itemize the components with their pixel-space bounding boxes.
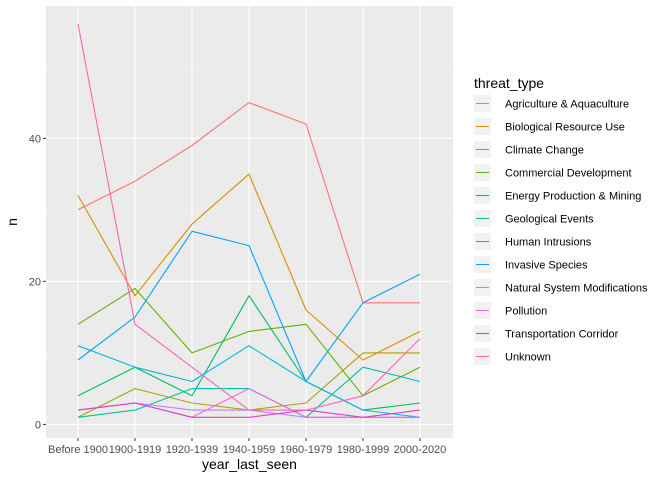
legend-label: Commercial Development: [505, 168, 632, 180]
legend-item: Energy Production & Mining: [474, 187, 641, 204]
legend-label: Biological Resource Use: [505, 122, 625, 134]
x-tick-label: 1960-1979: [280, 444, 333, 456]
legend-label: Geological Events: [505, 214, 594, 226]
legend-item: Geological Events: [474, 210, 594, 227]
x-axis: Before 1900 1900-1919 1920-1939 1940-1959 19…: [48, 438, 446, 456]
y-axis-title: n: [4, 218, 20, 226]
legend-item: Pollution: [474, 302, 547, 319]
x-tick-label: 1940-1959: [223, 444, 276, 456]
x-tick-label: Before 1900: [48, 444, 108, 456]
series-line: [77, 402, 421, 418]
legend-item: Transportation Corridor: [474, 325, 619, 342]
series-lines: [77, 23, 421, 418]
legend-item: Agriculture & Aquaculture: [474, 95, 629, 112]
x-tick-label: 1900-1919: [109, 444, 162, 456]
legend-label: Pollution: [505, 306, 547, 318]
y-tick-label: 40: [29, 133, 41, 145]
x-tick-label: 1920-1939: [166, 444, 219, 456]
legend-label: Energy Production & Mining: [505, 191, 641, 203]
legend-title: threat_type: [474, 75, 544, 91]
legend-label: Invasive Species: [505, 260, 588, 272]
x-tick-label: 2000-2020: [394, 444, 447, 456]
y-tick-label: 20: [29, 276, 41, 288]
legend-label: Climate Change: [505, 145, 584, 157]
legend-label: Transportation Corridor: [505, 329, 619, 341]
legend-item: Invasive Species: [474, 256, 588, 273]
legend-item: Biological Resource Use: [474, 118, 625, 135]
x-tick-label: 1980-1999: [337, 444, 390, 456]
legend-item: Commercial Development: [474, 164, 632, 181]
legend-label: Agriculture & Aquaculture: [505, 99, 629, 111]
legend-item: Unknown: [474, 348, 551, 365]
x-axis-title: year_last_seen: [202, 456, 297, 472]
series-line: [77, 23, 421, 411]
grid-major: [46, 6, 453, 438]
series-line: [77, 230, 421, 383]
legend-item: Climate Change: [474, 141, 584, 158]
series-line: [77, 173, 421, 361]
legend-item: Natural System Modifications: [474, 279, 648, 296]
legend-item: Human Intrusions: [474, 233, 592, 250]
legend: threat_type Agriculture & Aquaculture Bio…: [474, 75, 648, 365]
legend-label: Natural System Modifications: [505, 283, 648, 295]
y-axis: 0 20 40: [29, 133, 46, 431]
legend-label: Unknown: [505, 352, 551, 364]
legend-label: Human Intrusions: [505, 237, 592, 249]
legend-items: Agriculture & Aquaculture Biological Reso…: [474, 95, 648, 365]
y-tick-label: 0: [35, 419, 41, 431]
series-line: [77, 345, 421, 418]
